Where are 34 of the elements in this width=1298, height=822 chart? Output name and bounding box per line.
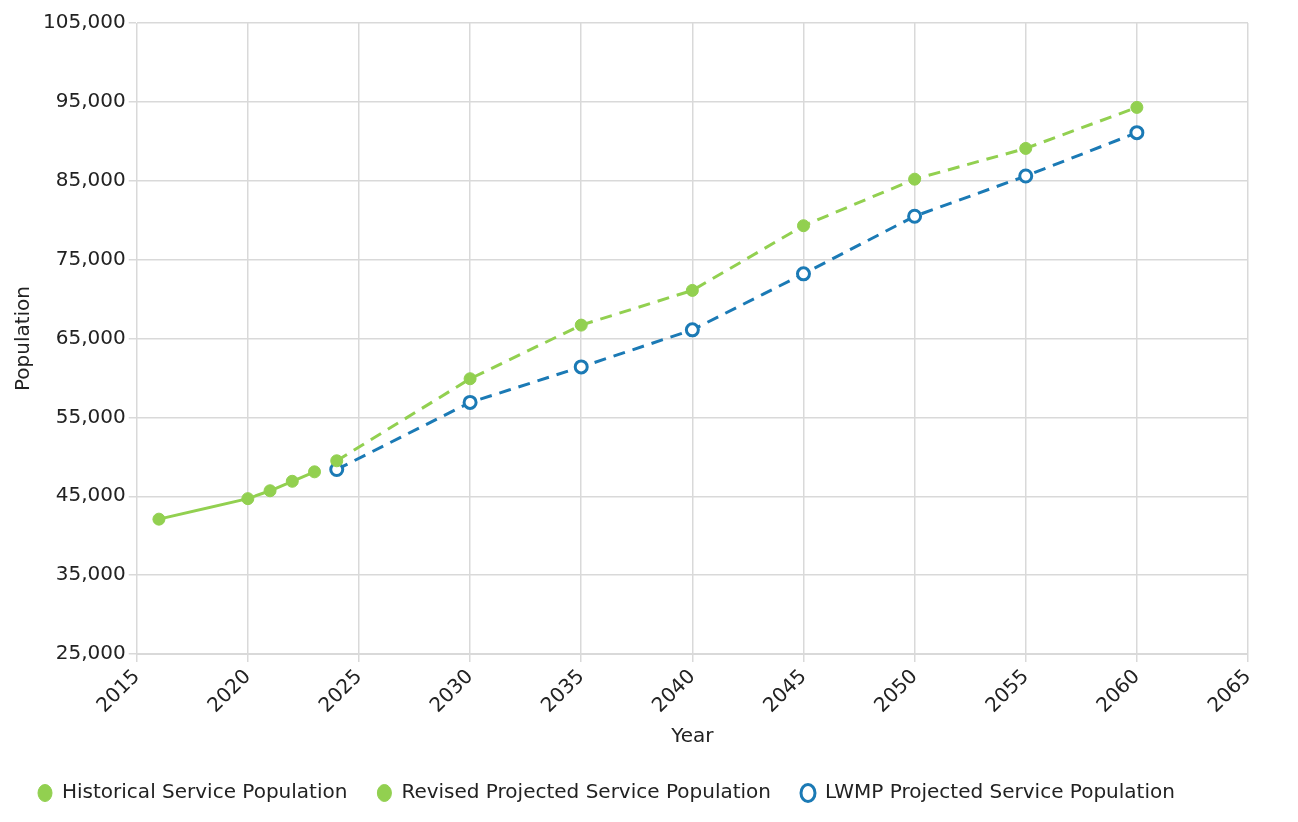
point (1130, 100, 1144, 114)
legend-label: Revised Projected Service Population (401, 779, 771, 804)
y-tick-label: 105,000 (42, 9, 126, 34)
point (241, 492, 255, 506)
y-tick-label: 35,000 (55, 561, 126, 586)
y-tick-label: 75,000 (55, 245, 126, 270)
x-axis-title: Year (670, 723, 715, 748)
point (152, 512, 166, 526)
point (308, 465, 322, 479)
y-tick-label: 95,000 (55, 88, 126, 113)
y-axis-title: Population (10, 285, 35, 392)
point (463, 372, 477, 386)
point (1018, 168, 1034, 184)
point (907, 208, 923, 224)
point (330, 454, 344, 468)
point (796, 219, 810, 233)
point (263, 484, 277, 498)
point (1129, 125, 1145, 141)
y-tick-label: 85,000 (55, 166, 126, 191)
y-tick-label: 45,000 (55, 482, 126, 507)
point (573, 359, 589, 375)
point (908, 172, 922, 186)
point (795, 266, 811, 282)
legend-label: Historical Service Population (62, 779, 348, 804)
y-tick-label: 25,000 (55, 640, 126, 665)
point (685, 283, 699, 297)
point (574, 318, 588, 332)
point (462, 394, 478, 410)
point (1019, 141, 1033, 155)
y-tick-label: 65,000 (55, 324, 126, 349)
point (684, 322, 700, 338)
y-tick-label: 55,000 (55, 403, 126, 428)
point (285, 474, 299, 488)
legend-label: LWMP Projected Service Population (825, 779, 1175, 804)
